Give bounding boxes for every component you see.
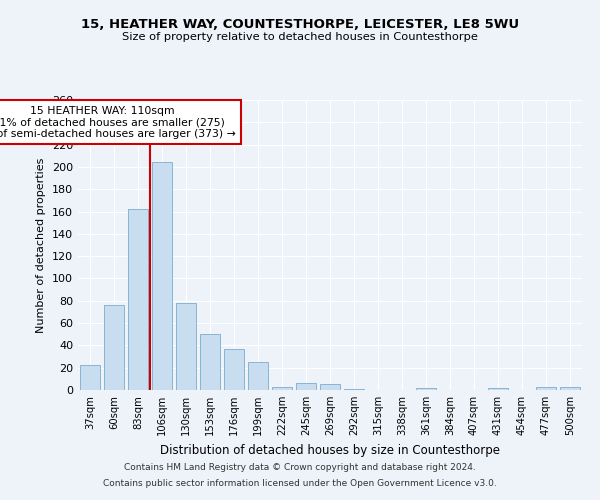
Bar bbox=[416, 388, 436, 390]
Bar bbox=[344, 389, 364, 390]
Bar bbox=[128, 210, 148, 390]
Text: Contains HM Land Registry data © Crown copyright and database right 2024.: Contains HM Land Registry data © Crown c… bbox=[124, 464, 476, 472]
Bar bbox=[488, 388, 508, 390]
Bar bbox=[200, 334, 220, 390]
X-axis label: Distribution of detached houses by size in Countesthorpe: Distribution of detached houses by size … bbox=[160, 444, 500, 456]
Bar bbox=[104, 305, 124, 390]
Text: Contains public sector information licensed under the Open Government Licence v3: Contains public sector information licen… bbox=[103, 478, 497, 488]
Bar bbox=[296, 384, 316, 390]
Bar bbox=[152, 162, 172, 390]
Bar bbox=[560, 386, 580, 390]
Y-axis label: Number of detached properties: Number of detached properties bbox=[37, 158, 46, 332]
Bar bbox=[248, 362, 268, 390]
Bar bbox=[80, 366, 100, 390]
Text: 15, HEATHER WAY, COUNTESTHORPE, LEICESTER, LE8 5WU: 15, HEATHER WAY, COUNTESTHORPE, LEICESTE… bbox=[81, 18, 519, 30]
Text: Size of property relative to detached houses in Countesthorpe: Size of property relative to detached ho… bbox=[122, 32, 478, 42]
Bar bbox=[320, 384, 340, 390]
Bar bbox=[272, 386, 292, 390]
Bar bbox=[536, 386, 556, 390]
Text: 15 HEATHER WAY: 110sqm
← 41% of detached houses are smaller (275)
56% of semi-de: 15 HEATHER WAY: 110sqm ← 41% of detached… bbox=[0, 106, 235, 139]
Bar bbox=[224, 348, 244, 390]
Bar bbox=[176, 303, 196, 390]
